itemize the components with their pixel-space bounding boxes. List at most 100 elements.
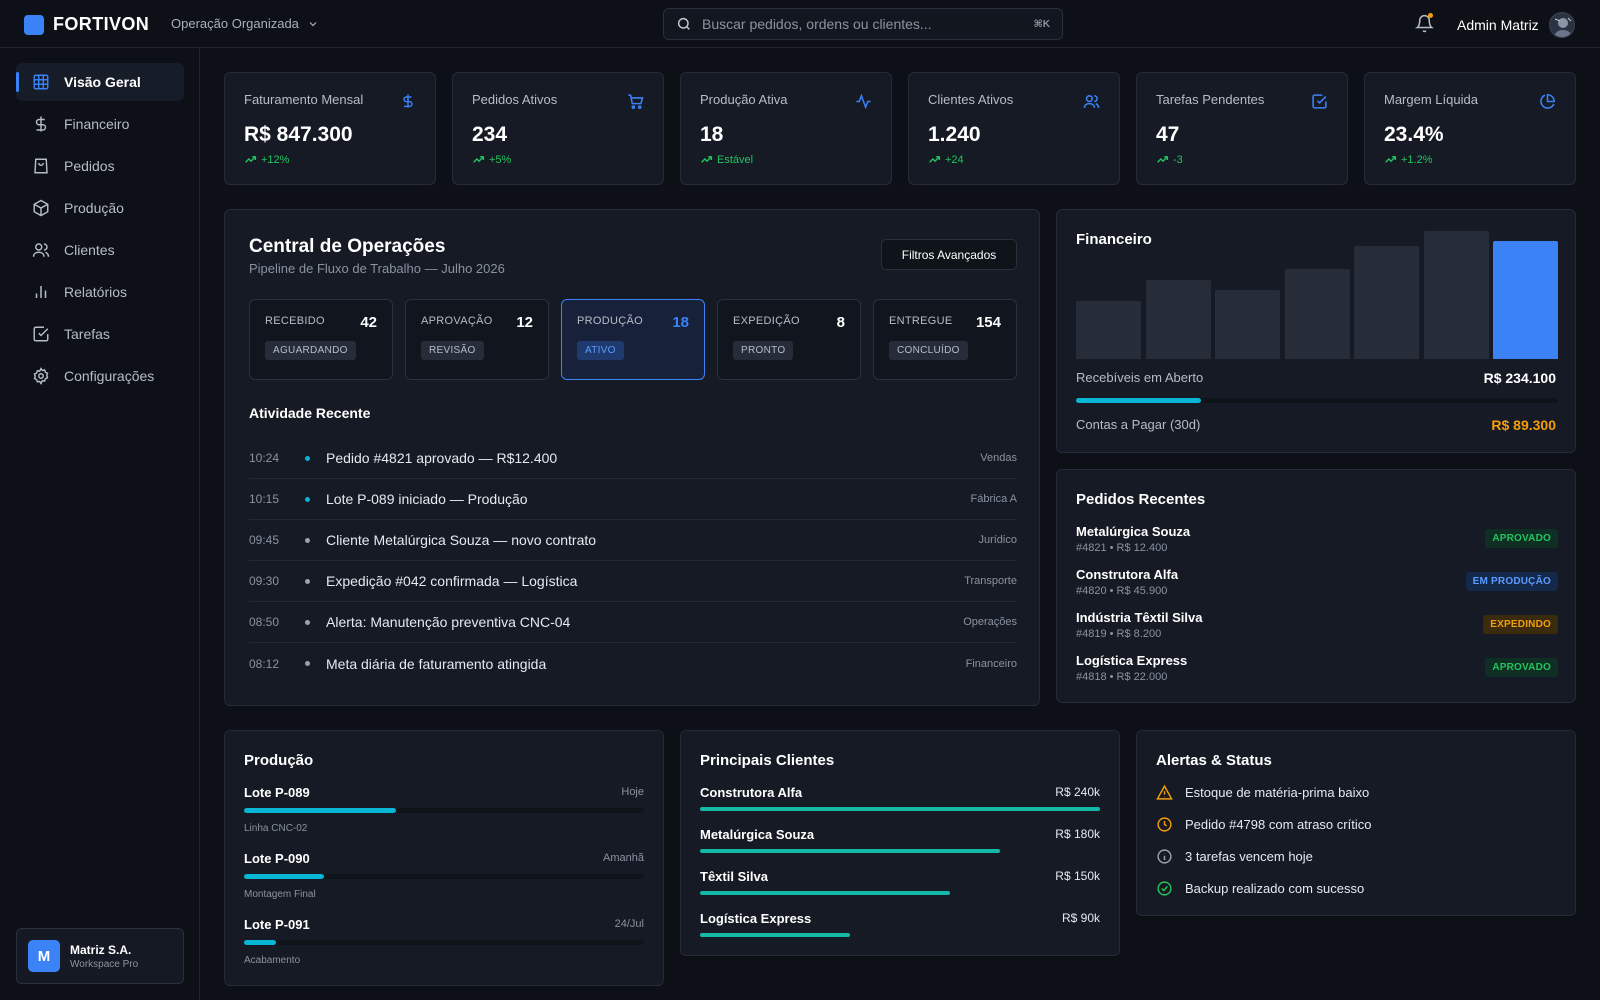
search-icon <box>676 16 692 32</box>
alert-item[interactable]: 3 tarefas vencem hoje <box>1156 848 1313 865</box>
finance-bar-chart <box>1076 218 1558 359</box>
activity-row[interactable]: 08:12 Meta diária de faturamento atingid… <box>249 643 1017 684</box>
client-row[interactable]: Logística Express R$ 90k <box>700 911 1100 937</box>
search-shortcut: ⌘K <box>1033 18 1051 30</box>
production-panel: Produção Lote P-089 Hoje Linha CNC-02 Lo… <box>224 730 664 986</box>
activity-row[interactable]: 10:15 Lote P-089 iniciado — Produção Fáb… <box>249 479 1017 520</box>
stage-expedicao[interactable]: EXPEDIÇÃO 8 PRONTO <box>717 299 861 380</box>
order-row[interactable]: Logística Express #4818 • R$ 22.000 APRO… <box>1076 653 1558 689</box>
sidebar-item-tarefas[interactable]: Tarefas <box>16 315 184 353</box>
sidebar-item-pedidos[interactable]: Pedidos <box>16 147 184 185</box>
activity-text: Cliente Metalúrgica Souza — novo contrat… <box>326 532 597 548</box>
kpi-card-producao[interactable]: Produção Ativa 18 Estável <box>680 72 892 185</box>
org-selector[interactable]: Operação Organizada <box>171 16 319 31</box>
top-clients-panel: Principais Clientes Construtora Alfa R$ … <box>680 730 1120 956</box>
activity-tag: Operações <box>963 616 1017 628</box>
sidebar-item-visao-geral[interactable]: Visão Geral <box>16 63 184 101</box>
user-menu[interactable]: Admin Matriz <box>1457 12 1575 38</box>
kpi-card-faturamento[interactable]: Faturamento Mensal R$ 847.300 +12% <box>224 72 436 185</box>
client-revenue-bar <box>700 891 950 895</box>
chevron-down-icon <box>307 18 319 30</box>
client-value: R$ 180k <box>1055 827 1100 841</box>
sidebar-item-configuracoes[interactable]: Configurações <box>16 357 184 395</box>
sidebar-item-relatorios[interactable]: Relatórios <box>16 273 184 311</box>
operations-panel: Central de Operações Pipeline de Fluxo d… <box>224 209 1040 706</box>
alerts-panel: Alertas & Status Estoque de matéria-prim… <box>1136 730 1576 916</box>
search-input[interactable] <box>702 16 1024 32</box>
trend-up-icon <box>244 153 257 166</box>
sidebar-item-producao[interactable]: Produção <box>16 189 184 227</box>
stage-producao[interactable]: PRODUÇÃO 18 ATIVO <box>561 299 705 380</box>
client-row[interactable]: Metalúrgica Souza R$ 180k <box>700 827 1100 853</box>
receivables-label: Recebíveis em Aberto <box>1076 370 1204 385</box>
kpi-label: Margem Líquida <box>1384 92 1478 107</box>
alert-item[interactable]: Backup realizado com sucesso <box>1156 880 1364 897</box>
production-batch[interactable]: Lote P-090 Amanhã Montagem Final <box>244 851 644 900</box>
batch-name: Lote P-089 <box>244 785 310 800</box>
order-row[interactable]: Indústria Têxtil Silva #4819 • R$ 8.200 … <box>1076 610 1558 646</box>
activity-dot <box>305 496 310 502</box>
sidebar-item-label: Relatórios <box>64 284 128 300</box>
stage-badge: CONCLUÍDO <box>889 341 968 360</box>
order-meta: #4821 • R$ 12.400 <box>1076 542 1168 554</box>
sidebar-item-label: Clientes <box>64 242 115 258</box>
stage-name: ENTREGUE <box>889 315 953 327</box>
kpi-trend-value: -3 <box>1173 153 1183 166</box>
kpi-trend-value: +5% <box>489 153 512 166</box>
activity-text: Meta diária de faturamento atingida <box>326 655 547 672</box>
activity-row[interactable]: 09:45 Cliente Metalúrgica Souza — novo c… <box>249 520 1017 561</box>
activity-title: Atividade Recente <box>249 405 371 421</box>
order-customer: Metalúrgica Souza <box>1076 524 1191 539</box>
batch-due: Hoje <box>621 786 644 798</box>
sidebar-item-clientes[interactable]: Clientes <box>16 231 184 269</box>
ops-title: Central de Operações <box>249 236 446 257</box>
activity-dot <box>305 661 310 666</box>
stage-recebido[interactable]: RECEBIDO 42 AGUARDANDO <box>249 299 393 380</box>
kpi-label: Produção Ativa <box>700 92 788 107</box>
production-batch[interactable]: Lote P-089 Hoje Linha CNC-02 <box>244 785 644 834</box>
user-name: Admin Matriz <box>1457 17 1539 33</box>
kpi-card-margem[interactable]: Margem Líquida 23.4% +1.2% <box>1364 72 1576 185</box>
workspace-switcher[interactable]: M Matriz S.A. Workspace Pro <box>16 928 184 984</box>
order-customer: Construtora Alfa <box>1076 567 1179 582</box>
kpi-card-pedidos[interactable]: Pedidos Ativos 234 +5% <box>452 72 664 185</box>
client-value: R$ 90k <box>1061 911 1100 925</box>
kpi-value: 18 <box>700 123 724 146</box>
kpi-card-clientes[interactable]: Clientes Ativos 1.240 +24 <box>908 72 1120 185</box>
dollar-icon <box>32 115 50 133</box>
batch-line: Montagem Final <box>244 889 316 900</box>
order-row[interactable]: Construtora Alfa #4820 • R$ 45.900 EM PR… <box>1076 567 1558 603</box>
status-badge: EM PRODUÇÃO <box>1465 572 1558 591</box>
kpi-card-tarefas[interactable]: Tarefas Pendentes 47 -3 <box>1136 72 1348 185</box>
advanced-filters-button[interactable]: Filtros Avançados <box>881 239 1017 270</box>
search-bar[interactable]: ⌘K <box>663 8 1063 40</box>
alert-item[interactable]: Estoque de matéria-prima baixo <box>1156 784 1369 801</box>
alert-item[interactable]: Pedido #4798 com atraso crítico <box>1156 816 1371 833</box>
client-row[interactable]: Construtora Alfa R$ 240k <box>700 785 1100 811</box>
activity-row[interactable]: 10:24 Pedido #4821 aprovado — R$12.400 V… <box>249 438 1017 479</box>
logo[interactable]: FORTIVON <box>24 14 149 35</box>
grid-icon <box>32 73 50 91</box>
kpi-value: 23.4% <box>1384 123 1444 146</box>
activity-dot <box>305 619 310 625</box>
client-name: Metalúrgica Souza <box>700 827 815 842</box>
kpi-trend: +24 <box>928 153 1100 166</box>
activity-tag: Fábrica A <box>970 493 1017 505</box>
kpi-trend: Estável <box>700 153 872 166</box>
batch-line: Acabamento <box>244 955 301 966</box>
kpi-label: Faturamento Mensal <box>244 92 364 107</box>
activity-row[interactable]: 08:50 Alerta: Manutenção preventiva CNC-… <box>249 602 1017 643</box>
client-row[interactable]: Têxtil Silva R$ 150k <box>700 869 1100 895</box>
kpi-trend-value: +24 <box>945 153 964 166</box>
order-row[interactable]: Metalúrgica Souza #4821 • R$ 12.400 APRO… <box>1076 524 1558 560</box>
trend-up-icon <box>928 153 941 166</box>
bell-icon[interactable] <box>1415 14 1434 33</box>
stage-badge: AGUARDANDO <box>265 341 356 360</box>
kpi-label: Clientes Ativos <box>928 92 1014 107</box>
stage-entregue[interactable]: ENTREGUE 154 CONCLUÍDO <box>873 299 1017 380</box>
sidebar-item-financeiro[interactable]: Financeiro <box>16 105 184 143</box>
stage-aprovacao[interactable]: APROVAÇÃO 12 REVISÃO <box>405 299 549 380</box>
production-batch[interactable]: Lote P-091 24/Jul Acabamento <box>244 917 644 966</box>
activity-row[interactable]: 09:30 Expedição #042 confirmada — Logíst… <box>249 561 1017 602</box>
trend-up-icon <box>472 153 485 166</box>
